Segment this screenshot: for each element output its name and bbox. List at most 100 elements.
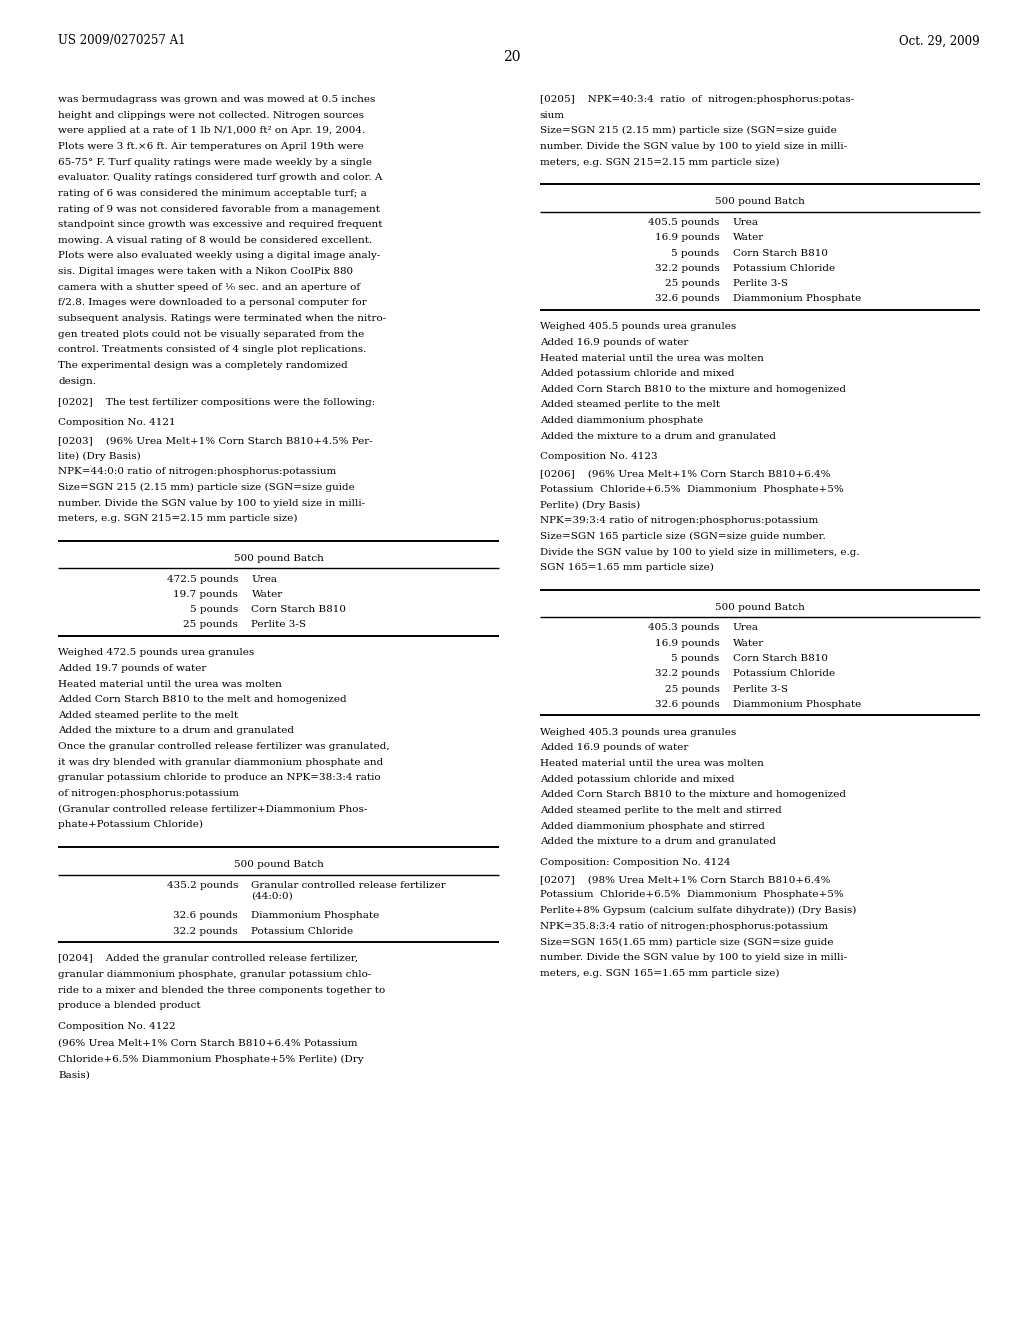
Text: design.: design. <box>58 376 96 385</box>
Text: number. Divide the SGN value by 100 to yield size in milli-: number. Divide the SGN value by 100 to y… <box>540 953 847 962</box>
Text: 405.5 pounds: 405.5 pounds <box>648 218 720 227</box>
Text: rating of 9 was not considered favorable from a management: rating of 9 was not considered favorable… <box>58 205 380 214</box>
Text: Heated material until the urea was molten: Heated material until the urea was molte… <box>540 354 764 363</box>
Text: Granular controlled release fertilizer
(44:0:0): Granular controlled release fertilizer (… <box>252 880 446 900</box>
Text: [0203]    (96% Urea Melt+1% Corn Starch B810+4.5% Per-: [0203] (96% Urea Melt+1% Corn Starch B81… <box>58 436 373 445</box>
Text: 20: 20 <box>503 50 521 65</box>
Text: ride to a mixer and blended the three components together to: ride to a mixer and blended the three co… <box>58 986 386 995</box>
Text: Size=SGN 215 (2.15 mm) particle size (SGN=size guide: Size=SGN 215 (2.15 mm) particle size (SG… <box>58 483 355 492</box>
Text: lite) (Dry Basis): lite) (Dry Basis) <box>58 451 141 461</box>
Text: 405.3 pounds: 405.3 pounds <box>648 623 720 632</box>
Text: camera with a shutter speed of ¹⁄₀ sec. and an aperture of: camera with a shutter speed of ¹⁄₀ sec. … <box>58 282 360 292</box>
Text: SGN 165=1.65 mm particle size): SGN 165=1.65 mm particle size) <box>540 564 714 573</box>
Text: Weighed 405.3 pounds urea granules: Weighed 405.3 pounds urea granules <box>540 727 736 737</box>
Text: 500 pound Batch: 500 pound Batch <box>715 197 805 206</box>
Text: Water: Water <box>252 590 283 599</box>
Text: gen treated plots could not be visually separated from the: gen treated plots could not be visually … <box>58 330 365 339</box>
Text: 25 pounds: 25 pounds <box>665 279 720 288</box>
Text: Composition No. 4122: Composition No. 4122 <box>58 1022 176 1031</box>
Text: [0202]    The test fertilizer compositions were the following:: [0202] The test fertilizer compositions … <box>58 397 376 407</box>
Text: of nitrogen:phosphorus:potassium: of nitrogen:phosphorus:potassium <box>58 789 240 799</box>
Text: The experimental design was a completely randomized: The experimental design was a completely… <box>58 360 348 370</box>
Text: [0206]    (96% Urea Melt+1% Corn Starch B810+6.4%: [0206] (96% Urea Melt+1% Corn Starch B81… <box>540 470 830 478</box>
Text: f/2.8. Images were downloaded to a personal computer for: f/2.8. Images were downloaded to a perso… <box>58 298 368 308</box>
Text: Water: Water <box>733 639 764 648</box>
Text: Perlite) (Dry Basis): Perlite) (Dry Basis) <box>540 500 640 510</box>
Text: 435.2 pounds: 435.2 pounds <box>167 880 239 890</box>
Text: Added Corn Starch B810 to the melt and homogenized: Added Corn Starch B810 to the melt and h… <box>58 696 347 704</box>
Text: Size=SGN 165(1.65 mm) particle size (SGN=size guide: Size=SGN 165(1.65 mm) particle size (SGN… <box>540 937 834 946</box>
Text: [0204]    Added the granular controlled release fertilizer,: [0204] Added the granular controlled rel… <box>58 954 358 964</box>
Text: Added steamed perlite to the melt: Added steamed perlite to the melt <box>540 400 720 409</box>
Text: Added the mixture to a drum and granulated: Added the mixture to a drum and granulat… <box>540 837 775 846</box>
Text: Added 19.7 pounds of water: Added 19.7 pounds of water <box>58 664 207 673</box>
Text: 19.7 pounds: 19.7 pounds <box>173 590 239 599</box>
Text: 16.9 pounds: 16.9 pounds <box>654 639 720 648</box>
Text: 5 pounds: 5 pounds <box>671 248 720 257</box>
Text: meters, e.g. SGN 165=1.65 mm particle size): meters, e.g. SGN 165=1.65 mm particle si… <box>540 969 779 978</box>
Text: Diammonium Phosphate: Diammonium Phosphate <box>733 700 861 709</box>
Text: 32.2 pounds: 32.2 pounds <box>173 927 239 936</box>
Text: 5 pounds: 5 pounds <box>189 605 239 614</box>
Text: Urea: Urea <box>733 623 759 632</box>
Text: Composition: Composition No. 4124: Composition: Composition No. 4124 <box>540 858 730 867</box>
Text: 25 pounds: 25 pounds <box>183 620 239 630</box>
Text: NPK=39:3:4 ratio of nitrogen:phosphorus:potassium: NPK=39:3:4 ratio of nitrogen:phosphorus:… <box>540 516 818 525</box>
Text: Potassium  Chloride+6.5%  Diammonium  Phosphate+5%: Potassium Chloride+6.5% Diammonium Phosp… <box>540 484 844 494</box>
Text: Added potassium chloride and mixed: Added potassium chloride and mixed <box>540 775 734 784</box>
Text: Perlite 3-S: Perlite 3-S <box>733 279 787 288</box>
Text: Composition No. 4123: Composition No. 4123 <box>540 453 657 461</box>
Text: 5 pounds: 5 pounds <box>671 655 720 663</box>
Text: Heated material until the urea was molten: Heated material until the urea was molte… <box>540 759 764 768</box>
Text: Corn Starch B810: Corn Starch B810 <box>733 655 827 663</box>
Text: 32.2 pounds: 32.2 pounds <box>654 669 720 678</box>
Text: Added 16.9 pounds of water: Added 16.9 pounds of water <box>540 743 688 752</box>
Text: Perlite 3-S: Perlite 3-S <box>733 685 787 694</box>
Text: number. Divide the SGN value by 100 to yield size in milli-: number. Divide the SGN value by 100 to y… <box>540 143 847 150</box>
Text: [0205]    NPK=40:3:4  ratio  of  nitrogen:phosphorus:potas-: [0205] NPK=40:3:4 ratio of nitrogen:phos… <box>540 95 854 104</box>
Text: Diammonium Phosphate: Diammonium Phosphate <box>252 911 380 920</box>
Text: 16.9 pounds: 16.9 pounds <box>654 234 720 242</box>
Text: Plots were 3 ft.×6 ft. Air temperatures on April 19th were: Plots were 3 ft.×6 ft. Air temperatures … <box>58 143 365 150</box>
Text: 472.5 pounds: 472.5 pounds <box>167 574 239 583</box>
Text: 65-75° F. Turf quality ratings were made weekly by a single: 65-75° F. Turf quality ratings were made… <box>58 157 373 166</box>
Text: Added steamed perlite to the melt and stirred: Added steamed perlite to the melt and st… <box>540 807 781 814</box>
Text: Added Corn Starch B810 to the mixture and homogenized: Added Corn Starch B810 to the mixture an… <box>540 385 846 393</box>
Text: sium: sium <box>540 111 564 120</box>
Text: mowing. A visual rating of 8 would be considered excellent.: mowing. A visual rating of 8 would be co… <box>58 236 373 244</box>
Text: Added the mixture to a drum and granulated: Added the mixture to a drum and granulat… <box>540 432 775 441</box>
Text: granular potassium chloride to produce an NPK=38:3:4 ratio: granular potassium chloride to produce a… <box>58 774 381 783</box>
Text: produce a blended product: produce a blended product <box>58 1002 201 1010</box>
Text: Size=SGN 165 particle size (SGN=size guide number.: Size=SGN 165 particle size (SGN=size gui… <box>540 532 825 541</box>
Text: Added Corn Starch B810 to the mixture and homogenized: Added Corn Starch B810 to the mixture an… <box>540 791 846 800</box>
Text: (Granular controlled release fertilizer+Diammonium Phos-: (Granular controlled release fertilizer+… <box>58 805 368 813</box>
Text: 500 pound Batch: 500 pound Batch <box>233 554 324 562</box>
Text: 25 pounds: 25 pounds <box>665 685 720 694</box>
Text: NPK=44:0:0 ratio of nitrogen:phosphorus:potassium: NPK=44:0:0 ratio of nitrogen:phosphorus:… <box>58 467 337 477</box>
Text: was bermudagrass was grown and was mowed at 0.5 inches: was bermudagrass was grown and was mowed… <box>58 95 376 104</box>
Text: 32.2 pounds: 32.2 pounds <box>654 264 720 273</box>
Text: Potassium Chloride: Potassium Chloride <box>733 669 835 678</box>
Text: 500 pound Batch: 500 pound Batch <box>715 603 805 611</box>
Text: [0207]    (98% Urea Melt+1% Corn Starch B810+6.4%: [0207] (98% Urea Melt+1% Corn Starch B81… <box>540 875 830 884</box>
Text: number. Divide the SGN value by 100 to yield size in milli-: number. Divide the SGN value by 100 to y… <box>58 499 366 508</box>
Text: granular diammonium phosphate, granular potassium chlo-: granular diammonium phosphate, granular … <box>58 970 372 979</box>
Text: rating of 6 was considered the minimum acceptable turf; a: rating of 6 was considered the minimum a… <box>58 189 368 198</box>
Text: 500 pound Batch: 500 pound Batch <box>233 859 324 869</box>
Text: 32.6 pounds: 32.6 pounds <box>173 911 239 920</box>
Text: Weighed 472.5 pounds urea granules: Weighed 472.5 pounds urea granules <box>58 648 255 657</box>
Text: Added the mixture to a drum and granulated: Added the mixture to a drum and granulat… <box>58 726 294 735</box>
Text: Divide the SGN value by 100 to yield size in millimeters, e.g.: Divide the SGN value by 100 to yield siz… <box>540 548 859 557</box>
Text: 32.6 pounds: 32.6 pounds <box>654 700 720 709</box>
Text: Added diammonium phosphate and stirred: Added diammonium phosphate and stirred <box>540 821 765 830</box>
Text: Chloride+6.5% Diammonium Phosphate+5% Perlite) (Dry: Chloride+6.5% Diammonium Phosphate+5% Pe… <box>58 1055 364 1064</box>
Text: Heated material until the urea was molten: Heated material until the urea was molte… <box>58 680 283 689</box>
Text: Added steamed perlite to the melt: Added steamed perlite to the melt <box>58 711 239 719</box>
Text: Added diammonium phosphate: Added diammonium phosphate <box>540 416 702 425</box>
Text: Water: Water <box>733 234 764 242</box>
Text: NPK=35.8:3:4 ratio of nitrogen:phosphorus:potassium: NPK=35.8:3:4 ratio of nitrogen:phosphoru… <box>540 921 827 931</box>
Text: evaluator. Quality ratings considered turf growth and color. A: evaluator. Quality ratings considered tu… <box>58 173 383 182</box>
Text: Composition No. 4121: Composition No. 4121 <box>58 418 176 428</box>
Text: Corn Starch B810: Corn Starch B810 <box>733 248 827 257</box>
Text: Size=SGN 215 (2.15 mm) particle size (SGN=size guide: Size=SGN 215 (2.15 mm) particle size (SG… <box>540 127 837 136</box>
